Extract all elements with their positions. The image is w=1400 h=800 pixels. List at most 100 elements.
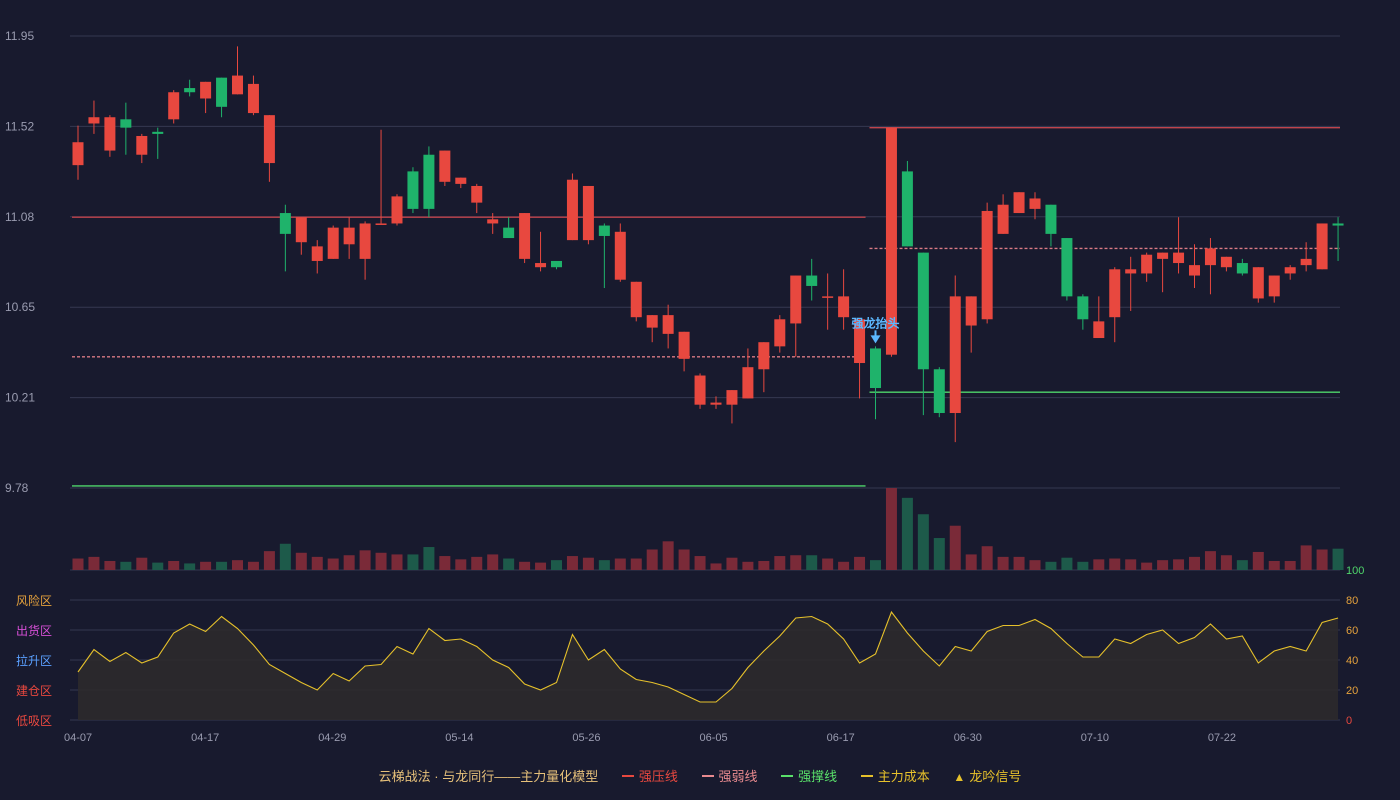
oscillator-tick-label: 60 [1346, 625, 1358, 637]
volume-bar [1157, 560, 1169, 570]
candle-body [1045, 204, 1057, 234]
candle-body [487, 219, 499, 224]
annotation-label: 强龙抬头 [851, 315, 899, 330]
legend-item-cost[interactable]: 主力成本 [860, 766, 930, 785]
volume-bar [662, 541, 674, 570]
price-tick-label: 9.78 [5, 481, 29, 495]
volume-bar [854, 556, 866, 570]
candle-body [311, 246, 323, 261]
volume-bar [184, 563, 196, 570]
candle-body [1093, 321, 1105, 339]
oscillator-area [78, 612, 1339, 720]
x-tick-label: 06-30 [954, 732, 982, 744]
volume-bar [838, 561, 850, 570]
volume-bar [630, 558, 642, 570]
legend-item-strength[interactable]: 强弱线 [701, 766, 758, 785]
volume-max-label: 100 [1346, 565, 1364, 577]
candle-body [806, 275, 818, 286]
candle-body [247, 83, 259, 114]
volume-bars [72, 488, 1344, 570]
legend-item-signal[interactable]: ▲ 龙吟信号 [953, 766, 1021, 785]
volume-bar [646, 549, 658, 570]
candle-body [870, 348, 881, 389]
volume-bar [1332, 548, 1344, 570]
volume-bar [981, 546, 993, 570]
candle-body [981, 210, 993, 320]
volume-bar [247, 561, 259, 570]
candle-body [1284, 267, 1296, 274]
volume-bar [774, 556, 786, 570]
volume-bar [1029, 560, 1041, 570]
candle-body [742, 367, 754, 399]
candle-body [933, 369, 945, 414]
volume-bar [359, 550, 371, 570]
candle-body [343, 227, 355, 245]
reference-lines [72, 126, 1340, 487]
volume-bar [582, 557, 594, 570]
candle-body [790, 275, 802, 324]
volume-bar [535, 562, 547, 570]
candle-body [519, 213, 531, 259]
volume-bar [391, 554, 403, 570]
candle-body [88, 117, 100, 124]
x-tick-label: 04-07 [64, 732, 92, 744]
candle-body [838, 296, 850, 318]
legend-item-support[interactable]: 强撑线 [781, 766, 837, 785]
volume-bar [1109, 558, 1121, 570]
volume-bar [1173, 559, 1185, 570]
candle-body [439, 150, 451, 182]
volume-bar [487, 554, 499, 570]
candle-body [423, 154, 435, 209]
volume-bar [295, 552, 307, 570]
volume-bar [136, 557, 148, 570]
volume-bar [694, 556, 706, 570]
oscillator-panel [77, 610, 1339, 720]
volume-bar [343, 555, 355, 570]
legend-title: 云梯战法 · 与龙同行——主力量化模型 [379, 766, 599, 785]
x-tick-label: 04-29 [318, 732, 346, 744]
volume-bar [519, 561, 531, 570]
volume-bar [806, 555, 818, 570]
x-tick-label: 05-26 [572, 732, 600, 744]
volume-bar [455, 559, 467, 570]
candle-body [407, 171, 419, 209]
candle-body [359, 223, 371, 259]
price-tick-label: 10.65 [5, 300, 35, 314]
legend-title-text: 云梯战法 · 与龙同行——主力量化模型 [378, 769, 599, 784]
candle-body [232, 75, 243, 95]
volume-bar [1284, 560, 1296, 570]
volume-bar [471, 556, 483, 570]
legend-item-resistance[interactable]: 强压线 [621, 766, 678, 785]
volume-bar [407, 554, 419, 570]
volume-bar [423, 547, 435, 570]
volume-bar [200, 561, 212, 570]
dashed-line-icon [701, 774, 714, 777]
volume-bar [901, 497, 913, 570]
candle-body [279, 213, 291, 234]
legend-item-label: 强弱线 [718, 769, 758, 784]
candle-body [662, 315, 674, 334]
candle-body [120, 119, 132, 128]
volume-bar [1268, 560, 1280, 570]
candle-body [710, 402, 722, 405]
candle-body [295, 217, 307, 243]
candles [72, 46, 1344, 443]
volume-bar [933, 538, 945, 570]
candle-body [598, 225, 610, 236]
legend-item-label: 强撑线 [798, 769, 838, 784]
oscillator-zone-label: 出货区 [16, 623, 52, 638]
candle-body [965, 296, 977, 326]
candle-body [152, 131, 164, 134]
candle-body [72, 142, 84, 166]
candle-body [774, 319, 786, 347]
volume-bar [1300, 545, 1312, 570]
oscillator-line [77, 610, 1339, 703]
volume-bar [1093, 559, 1105, 570]
candle-body [263, 115, 275, 164]
candle-body [582, 185, 594, 241]
legend-item-label: 龙吟信号 [969, 769, 1022, 784]
price-tick-label: 11.08 [5, 210, 34, 224]
volume-bar [327, 558, 339, 570]
candle-body [646, 315, 658, 328]
candle-body [1316, 223, 1328, 270]
